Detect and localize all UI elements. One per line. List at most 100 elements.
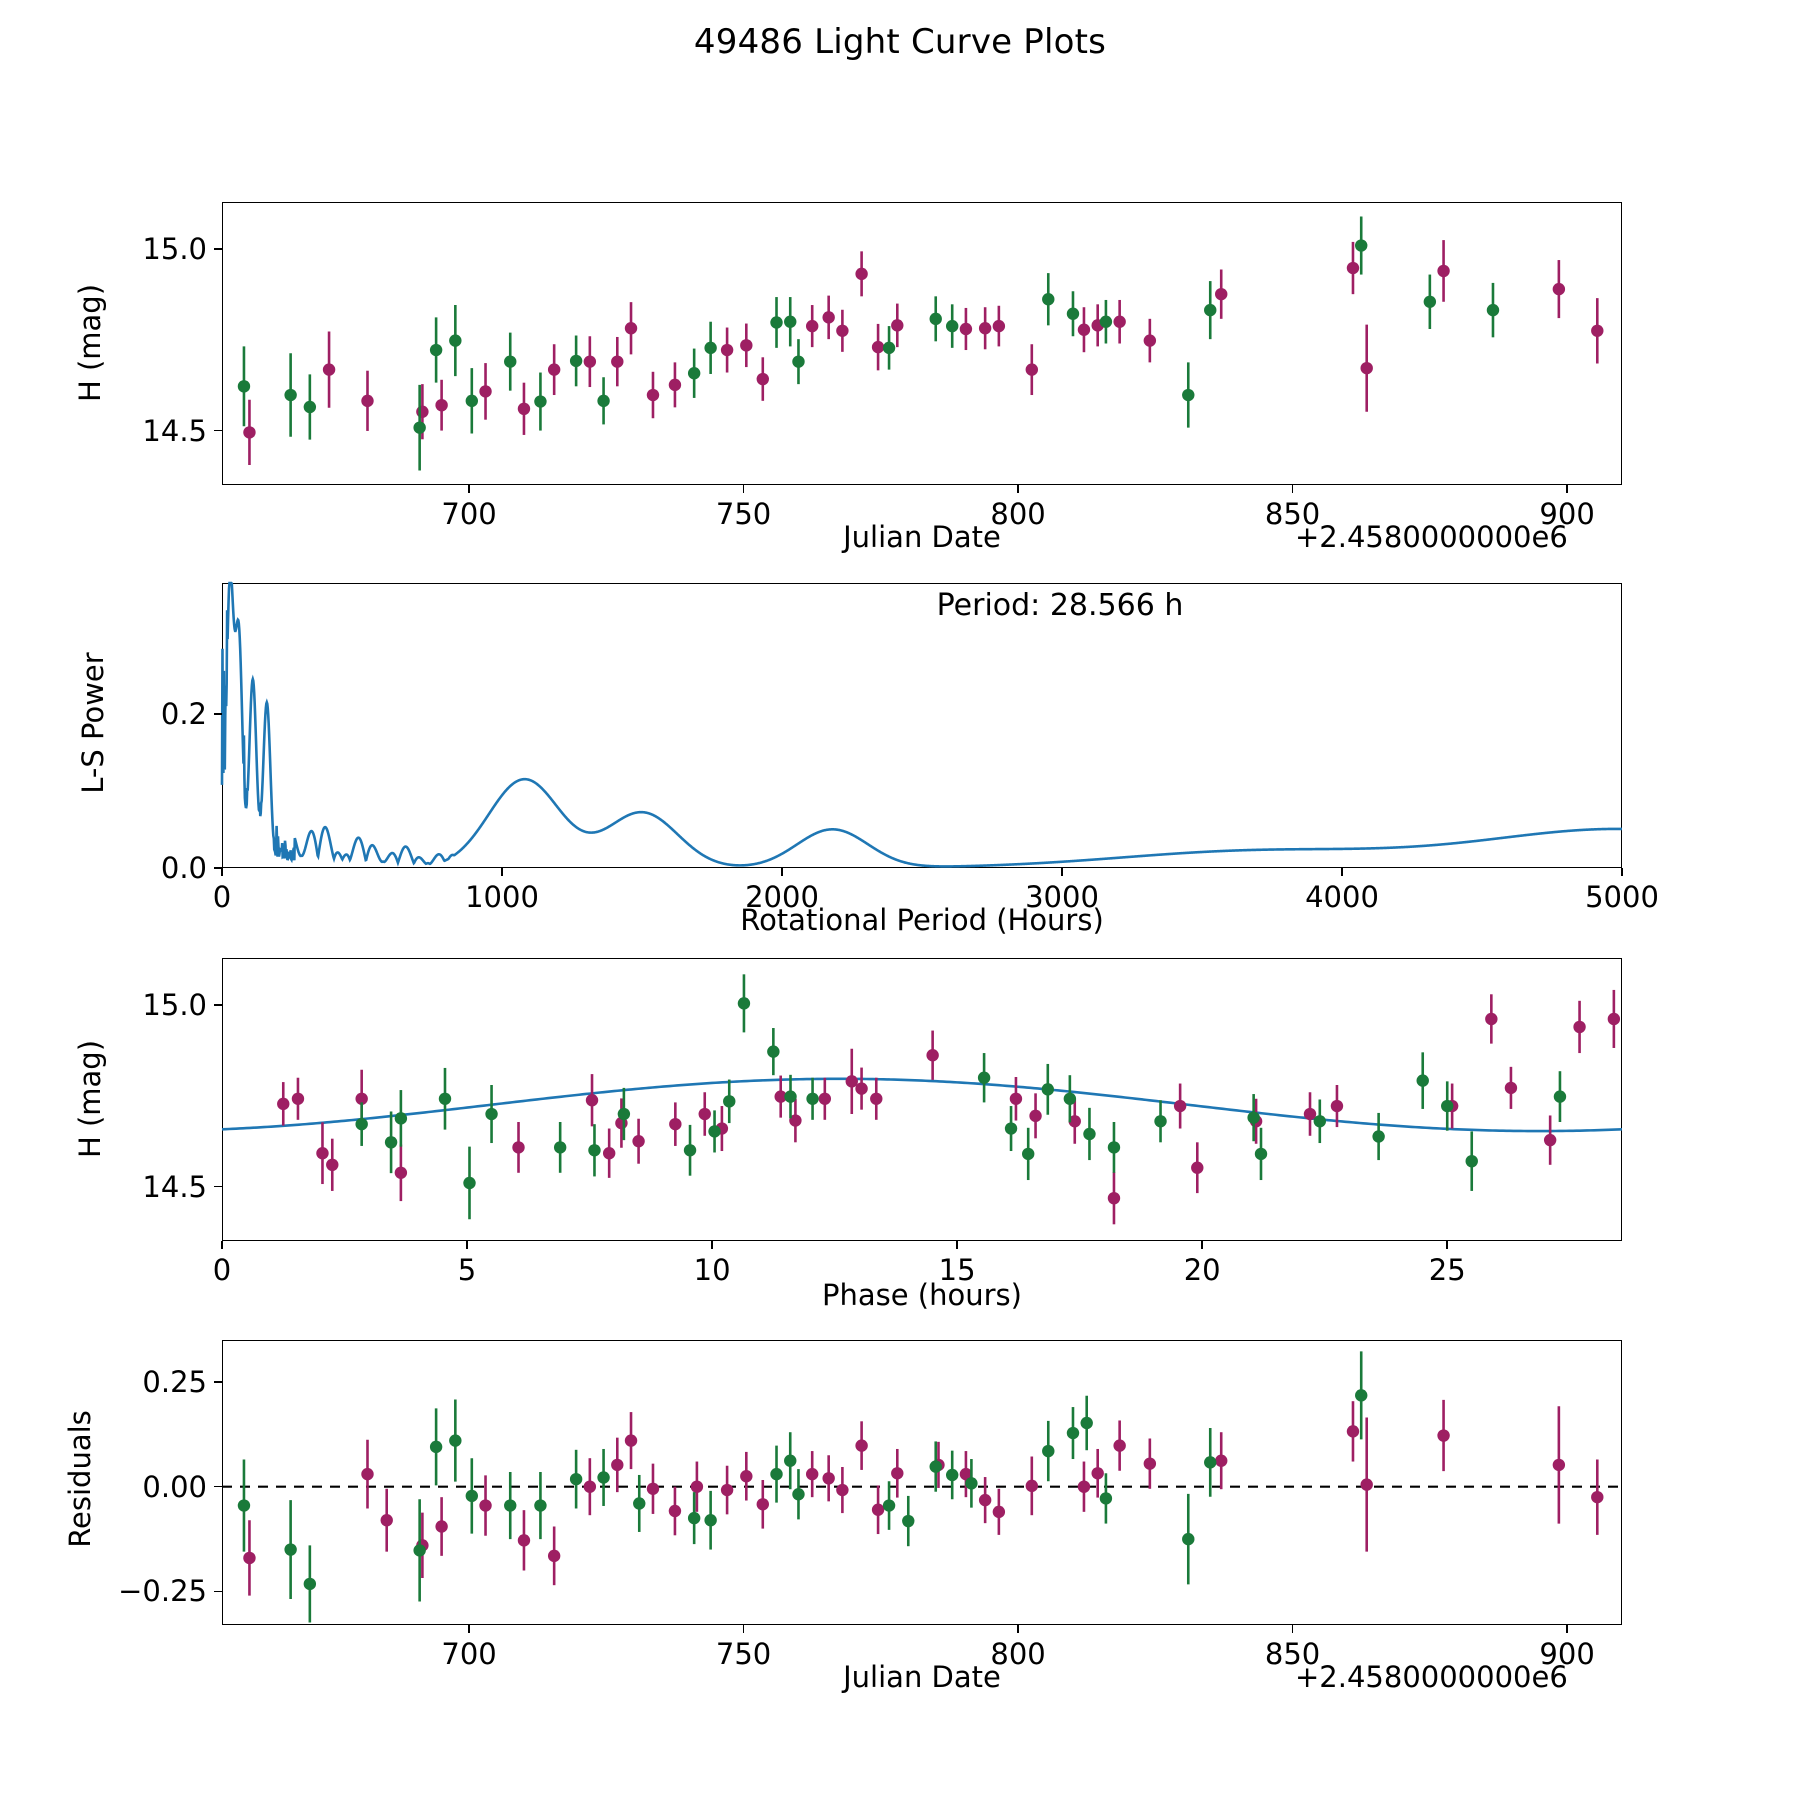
data-point [882,1499,896,1512]
x-tick-mark [1341,868,1343,876]
data-point [1077,1480,1091,1493]
data-point [611,355,624,368]
data-point [1077,323,1091,336]
data-point [669,1117,682,1131]
data-point [449,334,462,347]
x-tick-mark [1291,1625,1294,1633]
data-point [394,1166,408,1179]
data-point [720,1483,734,1497]
x-tick-mark [466,1241,468,1249]
data-point [316,1146,329,1160]
data-point [715,1122,729,1135]
data-point [1346,1425,1360,1438]
data-point [413,421,426,434]
y-tick-mark [214,1004,222,1006]
data-point [836,1483,849,1497]
data-point [805,319,819,333]
x-tick-mark [956,1241,958,1249]
data-point [1068,1115,1081,1128]
data-point [361,394,374,408]
data-point [1437,264,1450,278]
data-point [978,1493,992,1507]
data-point [517,402,531,416]
x-tick-label: 700 [441,497,497,531]
series-series_a [243,1399,1604,1596]
data-point [1029,1109,1042,1123]
axis-label-x-phasefold: Phase (hours) [822,1278,1022,1312]
axis-label-x-lightcurve: Julian Date [843,520,1001,554]
data-point [534,1499,547,1512]
x-tick-label: 25 [1428,1253,1466,1287]
data-point [243,1551,256,1565]
data-point [855,267,868,281]
data-point [959,1467,973,1481]
x-tick-mark [468,1625,470,1633]
data-point [326,1158,339,1172]
data-point [737,997,751,1010]
data-point [720,343,734,357]
data-point [992,1505,1006,1519]
data-point [1355,239,1368,252]
data-point [237,380,251,393]
data-point [1249,1115,1263,1128]
data-point [929,1460,942,1473]
data-point [1355,1389,1368,1402]
data-point [708,1125,721,1138]
data-point [303,1577,317,1591]
x-tick-label: 5000 [1585,880,1659,914]
panel-lightcurve: H (mag) Julian Date +2.4580000000e6 14.5… [0,0,1800,600]
data-point [767,1045,780,1058]
data-point [237,1499,251,1512]
data-point [1573,1020,1586,1034]
data-point [615,1116,628,1130]
data-point [882,341,896,355]
data-point [465,1489,479,1503]
x-tick-label: 3000 [1025,880,1099,914]
data-point [1485,1012,1498,1026]
data-point [698,1107,711,1121]
data-point [416,1539,429,1552]
data-point [588,1144,601,1157]
data-point [611,1458,624,1472]
data-point [1486,303,1500,317]
data-point [465,394,479,408]
data-point [870,1092,883,1105]
data-point [1083,1127,1096,1141]
data-point [243,426,256,439]
data-point [617,1107,631,1121]
data-point [1042,1444,1055,1458]
data-point [1154,1115,1167,1128]
data-point [479,1499,492,1512]
data-point [668,378,682,392]
x-tick-label: 20 [1183,1253,1221,1287]
data-point [992,319,1006,333]
data-point [479,385,492,398]
data-point [569,354,583,368]
data-point [690,1480,704,1493]
data-point [463,1176,476,1190]
data-point [740,339,753,352]
data-point [1143,1457,1157,1470]
data-point [1182,388,1195,402]
x-tick-mark [1566,485,1568,493]
data-point [284,1543,297,1556]
data-point [361,1467,374,1481]
data-point [277,1097,290,1111]
data-point [1372,1130,1385,1143]
x-tick-mark [781,868,783,876]
series-series_a [243,240,1604,466]
data-point [891,319,904,332]
y-tick-label: 15.0 [142,988,207,1023]
x-tick-label: 900 [1539,1637,1595,1671]
data-point [805,1467,819,1481]
data-point [774,1090,787,1103]
x-tick-mark [501,868,503,876]
series-series_b [355,974,1567,1220]
axis-label-x-residuals: Julian Date [843,1660,1001,1694]
data-point [1465,1154,1478,1168]
x-tick-mark [1291,485,1294,493]
data-point [1215,287,1228,301]
data-point [855,1082,868,1095]
y-tick-mark [214,1485,222,1488]
x-tick-label: 850 [1264,1637,1321,1671]
